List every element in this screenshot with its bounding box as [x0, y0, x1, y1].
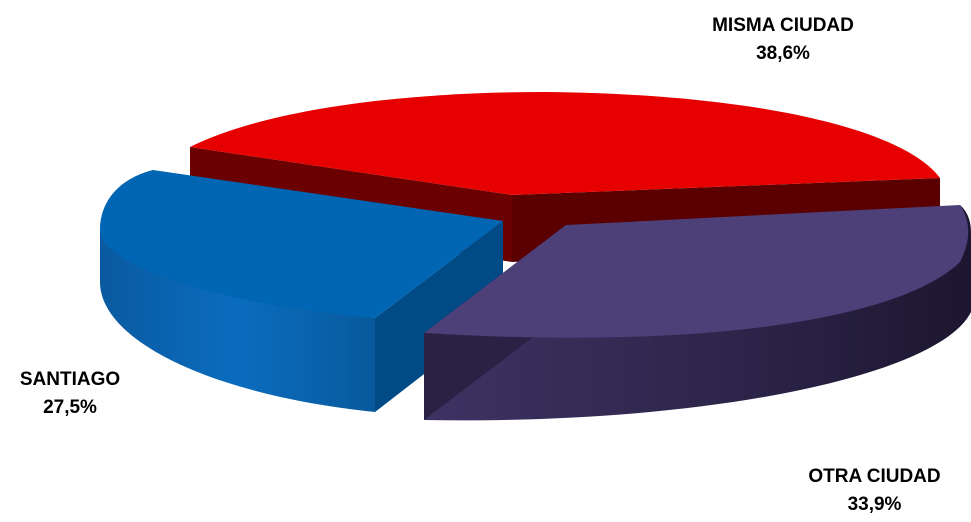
- slice-otra-ciudad: [424, 205, 971, 421]
- label-santiago-value: 27,5%: [43, 397, 97, 418]
- label-otra-ciudad-name: OTRA CIUDAD: [808, 466, 941, 487]
- label-santiago-name: SANTIAGO: [19, 369, 121, 390]
- slice-misma-ciudad-top: [190, 92, 940, 195]
- label-otra-ciudad-value: 33,9%: [847, 494, 902, 515]
- label-misma-ciudad-value: 38,6%: [756, 43, 810, 64]
- slice-otra-ciudad-side: [424, 205, 971, 421]
- label-otra-ciudad: OTRA CIUDAD 33,9%: [782, 463, 967, 519]
- slice-santiago: [100, 170, 503, 412]
- label-santiago: SANTIAGO 27,5%: [0, 366, 140, 422]
- slice-santiago-cut-face: [375, 221, 503, 412]
- label-misma-ciudad: MISMA CIUDAD 38,6%: [683, 12, 883, 68]
- slice-otra-ciudad-top: [424, 205, 969, 338]
- label-misma-ciudad-name: MISMA CIUDAD: [712, 15, 854, 36]
- slice-santiago-top: [100, 170, 503, 318]
